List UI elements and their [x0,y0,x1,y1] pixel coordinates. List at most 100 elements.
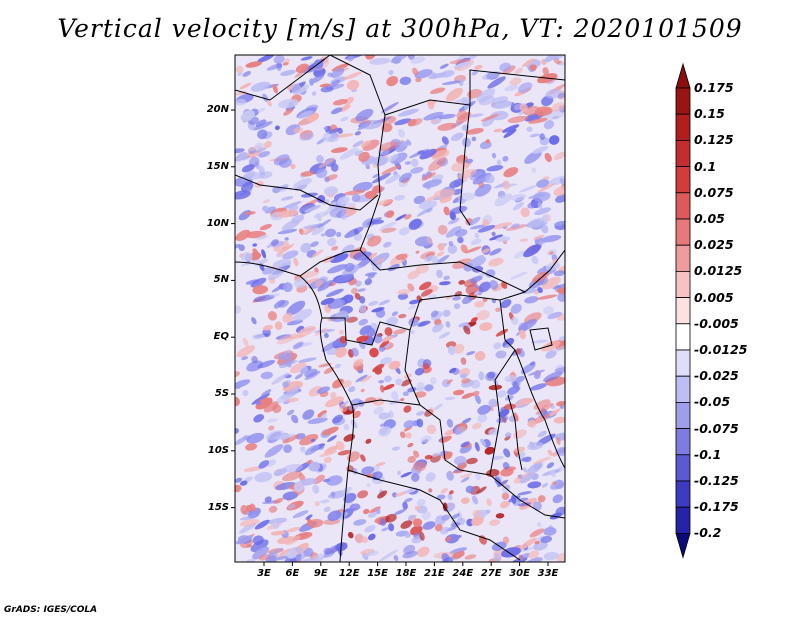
upward-motion-cell [521,58,535,67]
upward-motion-cell [422,363,430,370]
upward-motion-cell [446,379,453,384]
downward-motion-cell [315,213,322,222]
downward-motion-cell [529,361,536,366]
downward-motion-cell [250,81,271,92]
velocity-field [235,55,565,562]
downward-motion-cell [305,514,313,520]
downward-motion-cell [388,523,395,532]
downward-motion-cell [408,218,422,230]
downward-motion-cell [387,263,400,272]
colorbar-label: 0.05 [694,211,725,226]
downward-motion-cell [379,518,387,527]
downward-motion-cell [436,494,446,500]
downward-motion-cell [240,251,253,262]
upward-motion-cell [528,550,540,559]
downward-motion-cell [450,132,464,142]
colorbar-segment [675,428,691,456]
downward-motion-cell [336,231,342,238]
downward-motion-cell [460,476,470,483]
downward-motion-cell [235,428,239,434]
downward-motion-cell [467,113,484,118]
downward-motion-cell [438,331,451,339]
downward-motion-cell [310,556,325,562]
downward-motion-cell [316,194,326,204]
downward-motion-cell [292,308,313,322]
downward-motion-cell [410,167,424,174]
downward-motion-cell [353,251,373,261]
colorbar-segment [675,218,691,246]
upward-motion-cell [290,163,296,170]
downward-motion-cell [397,470,402,476]
upward-motion-cell [533,456,552,465]
downward-motion-cell [555,446,565,457]
upward-motion-cell [338,329,345,335]
downward-motion-cell [436,254,450,264]
downward-motion-cell [253,414,265,423]
colorbar-label: 0.125 [694,132,734,148]
downward-motion-cell [277,352,293,360]
coastline-east [514,349,565,469]
upward-motion-cell [453,343,465,354]
upward-motion-cell [239,82,252,90]
downward-motion-cell [492,96,509,104]
upward-motion-cell [379,141,399,152]
downward-motion-cell [399,76,412,86]
upward-motion-cell [549,251,554,255]
downward-motion-cell [310,438,316,443]
upward-motion-cell [445,87,464,102]
upward-motion-cell [360,375,372,383]
downward-motion-cell [359,296,366,304]
downward-motion-cell [294,373,304,380]
downward-motion-cell [364,278,373,286]
downward-motion-cell [462,137,471,148]
upward-motion-cell [537,182,556,193]
upward-motion-cell [507,115,529,123]
downward-motion-cell [441,136,449,145]
downward-motion-cell [441,514,450,521]
downward-motion-cell [411,473,420,482]
downward-motion-cell [235,305,242,314]
upward-motion-cell [415,250,420,254]
upward-motion-cell [376,462,386,467]
upward-motion-cell [474,64,483,70]
downward-motion-cell [394,118,412,126]
downward-motion-cell [471,70,479,76]
upward-motion-cell [263,401,279,413]
downward-motion-cell [440,526,450,535]
downward-motion-cell [378,379,385,384]
downward-motion-cell [284,237,289,241]
downward-motion-cell [525,557,543,562]
upward-motion-cell [378,199,392,206]
downward-motion-cell [323,506,331,513]
downward-motion-cell [526,126,533,133]
upward-motion-cell [416,546,430,557]
upward-motion-cell [352,410,361,419]
downward-motion-cell [348,386,356,393]
upward-motion-cell [356,335,369,343]
downward-motion-cell [380,357,392,365]
downward-motion-cell [398,172,412,183]
downward-motion-cell [293,178,312,189]
country-borders [235,55,565,562]
upward-motion-cell [513,446,526,453]
downward-motion-cell [300,446,306,453]
upward-motion-cell [235,65,244,74]
downward-motion-cell [378,426,392,437]
border-12 [347,469,521,561]
downward-motion-cell [239,480,248,486]
downward-motion-cell [358,318,369,326]
colorbar-label: -0.1 [694,446,722,462]
upward-motion-cell [437,224,448,235]
downward-motion-cell [251,393,270,405]
upward-motion-cell [430,119,439,124]
downward-motion-cell [416,498,426,507]
downward-motion-cell [426,207,433,213]
downward-motion-cell [364,525,376,533]
upward-motion-cell [535,106,553,116]
downward-motion-cell [524,296,539,304]
downward-motion-cell [546,462,555,469]
upward-motion-cell [495,328,509,337]
colorbar-bottom-arrow [675,533,691,559]
downward-motion-cell [331,107,343,115]
downward-motion-cell [251,317,257,325]
